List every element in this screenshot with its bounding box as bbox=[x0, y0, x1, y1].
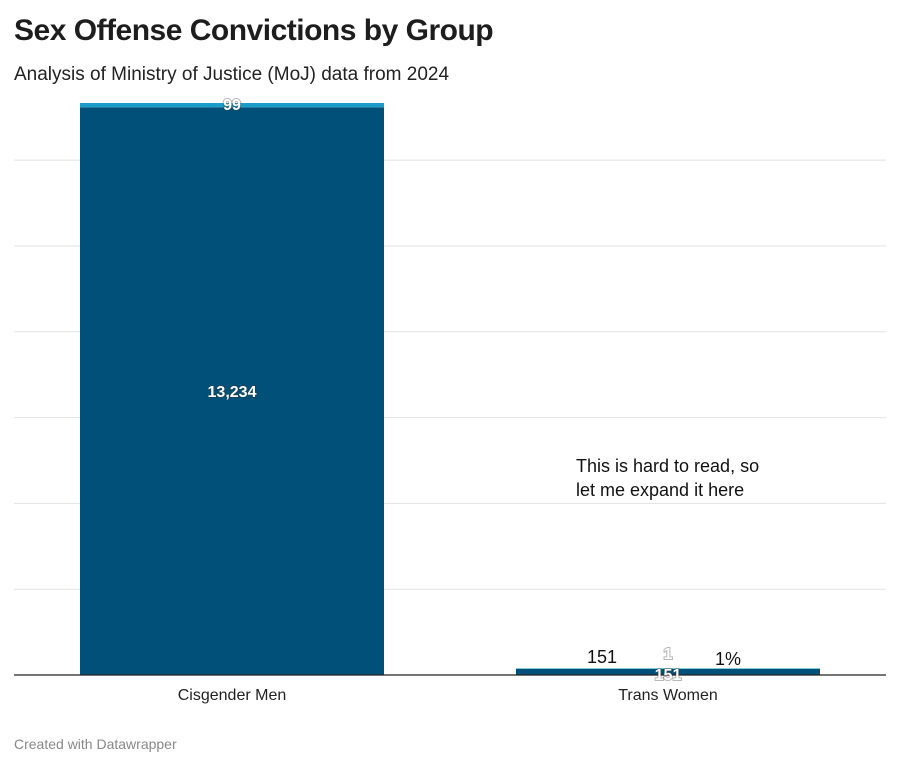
bar-segment bbox=[80, 107, 384, 676]
annotation-text: This is hard to read, so bbox=[576, 456, 759, 476]
annotation-text: let me expand it here bbox=[576, 480, 744, 500]
footer-credit: Created with Datawrapper bbox=[14, 736, 177, 752]
chart-title: Sex Offense Convictions by Group bbox=[14, 14, 494, 47]
annotation-count: 151 bbox=[587, 647, 617, 667]
x-tick-label: Cisgender Men bbox=[178, 687, 287, 704]
chart-subtitle: Analysis of Ministry of Justice (MoJ) da… bbox=[14, 64, 450, 85]
data-label: 13,234 bbox=[208, 384, 257, 401]
bar-segment bbox=[516, 668, 820, 675]
data-label: 151 bbox=[655, 667, 682, 684]
bar-segment bbox=[80, 103, 384, 108]
data-label: 99 bbox=[223, 97, 241, 114]
annotation-percent: 1% bbox=[715, 649, 741, 669]
bar-segment bbox=[516, 668, 820, 669]
data-label: 1 bbox=[664, 646, 673, 663]
x-tick-label: Trans Women bbox=[618, 687, 718, 704]
